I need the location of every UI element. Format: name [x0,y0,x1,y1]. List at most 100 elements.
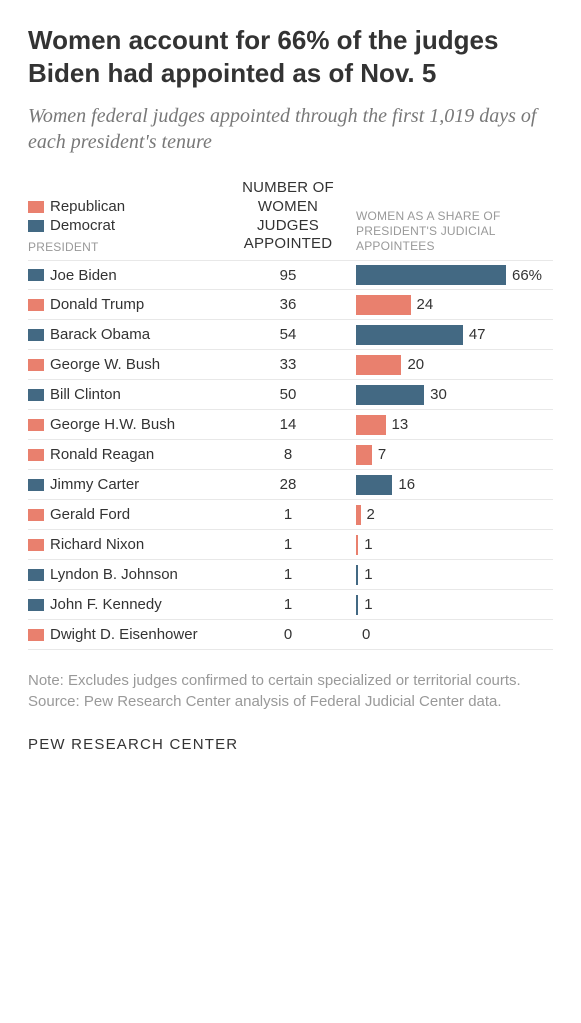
president-name: Dwight D. Eisenhower [50,626,228,643]
legend-label-democrat: Democrat [50,217,115,234]
count-value: 8 [228,446,348,463]
count-value: 1 [228,566,348,583]
table-row: George H.W. Bush14 13 [28,410,553,440]
table-row: Richard Nixon11 [28,530,553,560]
bar-area [356,265,506,285]
bar-cell: 66% [348,265,553,285]
president-name: Bill Clinton [50,386,228,403]
footnotes: Note: Excludes judges confirmed to certa… [28,670,553,712]
count-value: 95 [228,267,348,284]
bar-area [356,475,392,495]
president-name: Richard Nixon [50,536,228,553]
bar-cell: 1 [348,565,553,585]
count-value: 36 [228,296,348,313]
party-swatch [28,299,44,311]
legend-swatch-democrat [28,220,44,232]
share-bar [356,415,386,435]
share-label: 47 [469,326,486,343]
bar-cell: 7 [348,445,553,465]
president-name: Barack Obama [50,326,228,343]
president-name: Donald Trump [50,296,228,313]
bar-area [356,355,401,375]
president-name: Gerald Ford [50,506,228,523]
table-row: Donald Trump36 24 [28,290,553,320]
count-value: 14 [228,416,348,433]
party-swatch [28,629,44,641]
share-label: 66% [512,267,542,284]
table-row: Lyndon B. Johnson11 [28,560,553,590]
bar-cell: 2 [348,505,553,525]
count-value: 0 [228,626,348,643]
share-bar [356,295,411,315]
count-value: 1 [228,506,348,523]
share-label: 30 [430,386,447,403]
president-name: Jimmy Carter [50,476,228,493]
bar-cell: 24 [348,295,553,315]
bar-area [356,325,463,345]
share-bar [356,595,358,615]
count-value: 54 [228,326,348,343]
president-name: Lyndon B. Johnson [50,566,228,583]
share-bar [356,325,463,345]
table-row: Jimmy Carter28 16 [28,470,553,500]
table-row: Dwight D. Eisenhower00 [28,620,553,650]
share-label: 13 [392,416,409,433]
bar-cell: 1 [348,595,553,615]
bar-area [356,295,411,315]
table-row: Ronald Reagan87 [28,440,553,470]
legend-swatch-republican [28,201,44,213]
count-value: 33 [228,356,348,373]
party-swatch [28,509,44,521]
header-row: Republican Democrat PRESIDENT NUMBER OF … [28,179,553,254]
bar-cell: 30 [348,385,553,405]
share-bar [356,505,361,525]
table-row: Joe Biden9566% [28,260,553,290]
bar-cell: 0 [348,625,553,645]
bar-cell: 16 [348,475,553,495]
party-swatch [28,359,44,371]
legend-democrat: Democrat [28,217,228,234]
president-name: George H.W. Bush [50,416,228,433]
party-swatch [28,449,44,461]
share-bar [356,265,506,285]
count-value: 1 [228,596,348,613]
chart-subtitle: Women federal judges appointed through t… [28,103,553,155]
count-value: 1 [228,536,348,553]
party-swatch [28,539,44,551]
count-value: 28 [228,476,348,493]
party-swatch [28,419,44,431]
share-label: 1 [364,596,372,613]
party-swatch [28,329,44,341]
president-name: Ronald Reagan [50,446,228,463]
note-text: Note: Excludes judges confirmed to certa… [28,670,553,691]
col-header-count: NUMBER OF WOMEN JUDGES APPOINTED [228,179,348,254]
legend-republican: Republican [28,198,228,215]
table-row: Barack Obama54 47 [28,320,553,350]
table-row: John F. Kennedy11 [28,590,553,620]
bar-cell: 20 [348,355,553,375]
table-row: George W. Bush3320 [28,350,553,380]
col-header-share: WOMEN AS A SHARE OF PRESIDENT'S JUDICIAL… [348,209,553,254]
legend-label-republican: Republican [50,198,125,215]
share-label: 20 [407,356,424,373]
share-label: 1 [364,566,372,583]
bar-area [356,565,358,585]
bar-cell: 1 [348,535,553,555]
bar-area [356,385,424,405]
bar-cell: 47 [348,325,553,345]
party-swatch [28,269,44,281]
share-label: 16 [398,476,415,493]
party-swatch [28,479,44,491]
bar-area [356,505,361,525]
party-swatch [28,569,44,581]
share-bar [356,355,401,375]
bar-area [356,445,372,465]
share-bar [356,385,424,405]
table-row: Gerald Ford12 [28,500,553,530]
president-name: John F. Kennedy [50,596,228,613]
footer-brand: PEW RESEARCH CENTER [28,736,553,753]
legend: Republican Democrat PRESIDENT [28,198,228,254]
party-swatch [28,599,44,611]
share-label: 24 [417,296,434,313]
share-bar [356,535,358,555]
